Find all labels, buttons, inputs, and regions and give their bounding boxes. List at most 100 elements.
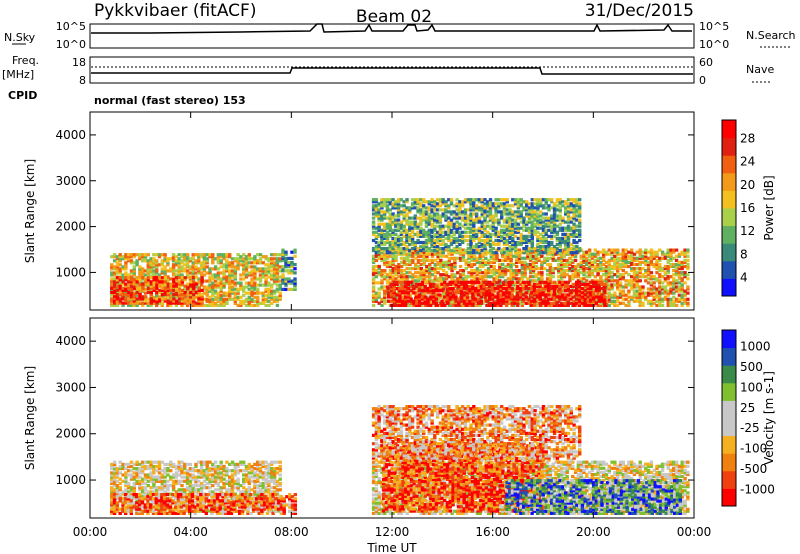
heat-cell [436, 299, 440, 303]
heat-cell [433, 202, 437, 206]
heat-cell [197, 303, 201, 307]
heat-cell [416, 258, 421, 262]
heat-cell [610, 264, 614, 269]
heat-cell [571, 258, 575, 262]
heat-cell [600, 282, 604, 286]
heat-cell [213, 283, 218, 287]
heat-cell [177, 293, 182, 297]
heat-cell [505, 247, 509, 251]
sky-right-tick-bottom: 10^0 [699, 38, 729, 51]
heat-cell [388, 198, 392, 202]
heat-cell [599, 260, 603, 264]
heat-cell [603, 295, 607, 299]
heat-cell [466, 234, 470, 238]
heat-cell [451, 293, 455, 297]
heat-cell [522, 247, 526, 251]
heat-cell [419, 262, 423, 267]
heat-cell [571, 275, 575, 279]
heat-cell [512, 273, 516, 277]
heat-cell [394, 214, 398, 218]
heat-cell [435, 247, 440, 251]
heat-cell [515, 277, 519, 281]
heat-cell [658, 281, 662, 285]
heat-cell [438, 208, 443, 212]
heat-cell [149, 280, 153, 284]
heat-cell [458, 216, 462, 220]
heat-cell [616, 279, 620, 283]
heat-cell [530, 212, 534, 216]
heat-cell [199, 265, 204, 269]
heat-cell [465, 301, 469, 305]
heat-cell [132, 261, 136, 265]
heat-cell [385, 232, 390, 236]
heat-cell [430, 218, 434, 222]
heat-cell [469, 204, 473, 208]
heat-cell [230, 287, 235, 291]
heat-cell [261, 301, 265, 305]
heat-cell [483, 234, 487, 238]
heat-cell [242, 259, 246, 263]
heat-cell [610, 258, 614, 262]
heat-cell [480, 210, 484, 214]
heat-cell [512, 269, 516, 273]
heat-cell [469, 218, 473, 222]
heat-cell [686, 250, 690, 254]
heat-cell [534, 267, 538, 271]
heat-cell [508, 204, 512, 208]
heat-cell [464, 262, 468, 267]
heat-cell [557, 271, 561, 275]
heat-cell [281, 275, 285, 279]
heat-cell [469, 206, 473, 210]
heat-cell [627, 291, 631, 295]
heat-cell [433, 279, 437, 283]
heat-cell [579, 277, 583, 281]
heat-cell [624, 254, 628, 258]
heat-cell [202, 265, 207, 269]
heat-cell [468, 280, 472, 284]
heat-cell [230, 279, 235, 283]
heat-cell [483, 238, 487, 243]
heat-cell [638, 301, 642, 305]
heat-cell [236, 257, 240, 261]
heat-cell [477, 240, 482, 245]
heat-cell [525, 208, 529, 212]
heat-cell [399, 226, 404, 230]
heat-cell [392, 282, 396, 286]
heat-cell [559, 275, 564, 279]
heat-cell [423, 289, 427, 293]
heat-cell [389, 284, 394, 289]
heat-cell [413, 242, 417, 247]
heat-cell [171, 269, 176, 273]
heat-cell [124, 257, 128, 261]
heat-cell [583, 297, 587, 301]
heat-cell [438, 200, 443, 204]
heat-cell [472, 258, 477, 262]
heat-cell [127, 253, 131, 257]
heat-cell [383, 258, 387, 262]
heat-cell [281, 287, 285, 291]
heat-cell [589, 297, 593, 301]
heat-cell [488, 214, 493, 218]
heat-cell [183, 253, 187, 257]
heat-cell [666, 271, 670, 275]
heat-cell [523, 267, 527, 271]
heat-cell [399, 198, 404, 202]
heat-cell [429, 284, 433, 289]
heat-cell [532, 301, 537, 305]
heat-cell [433, 264, 437, 269]
heat-cell [177, 284, 182, 288]
heat-cell [371, 254, 376, 258]
heat-cell [480, 230, 484, 234]
heat-cell [638, 262, 642, 267]
heat-cell [166, 282, 170, 286]
heat-cell [219, 281, 223, 285]
heat-cell [483, 247, 487, 251]
heat-cell [158, 299, 162, 303]
heat-cell [391, 260, 395, 264]
heat-cell [143, 273, 148, 277]
heat-cell [180, 261, 184, 265]
heat-cell [452, 247, 456, 251]
heat-cell [124, 255, 128, 259]
heat-cell [483, 249, 487, 253]
heat-cell [420, 289, 425, 293]
